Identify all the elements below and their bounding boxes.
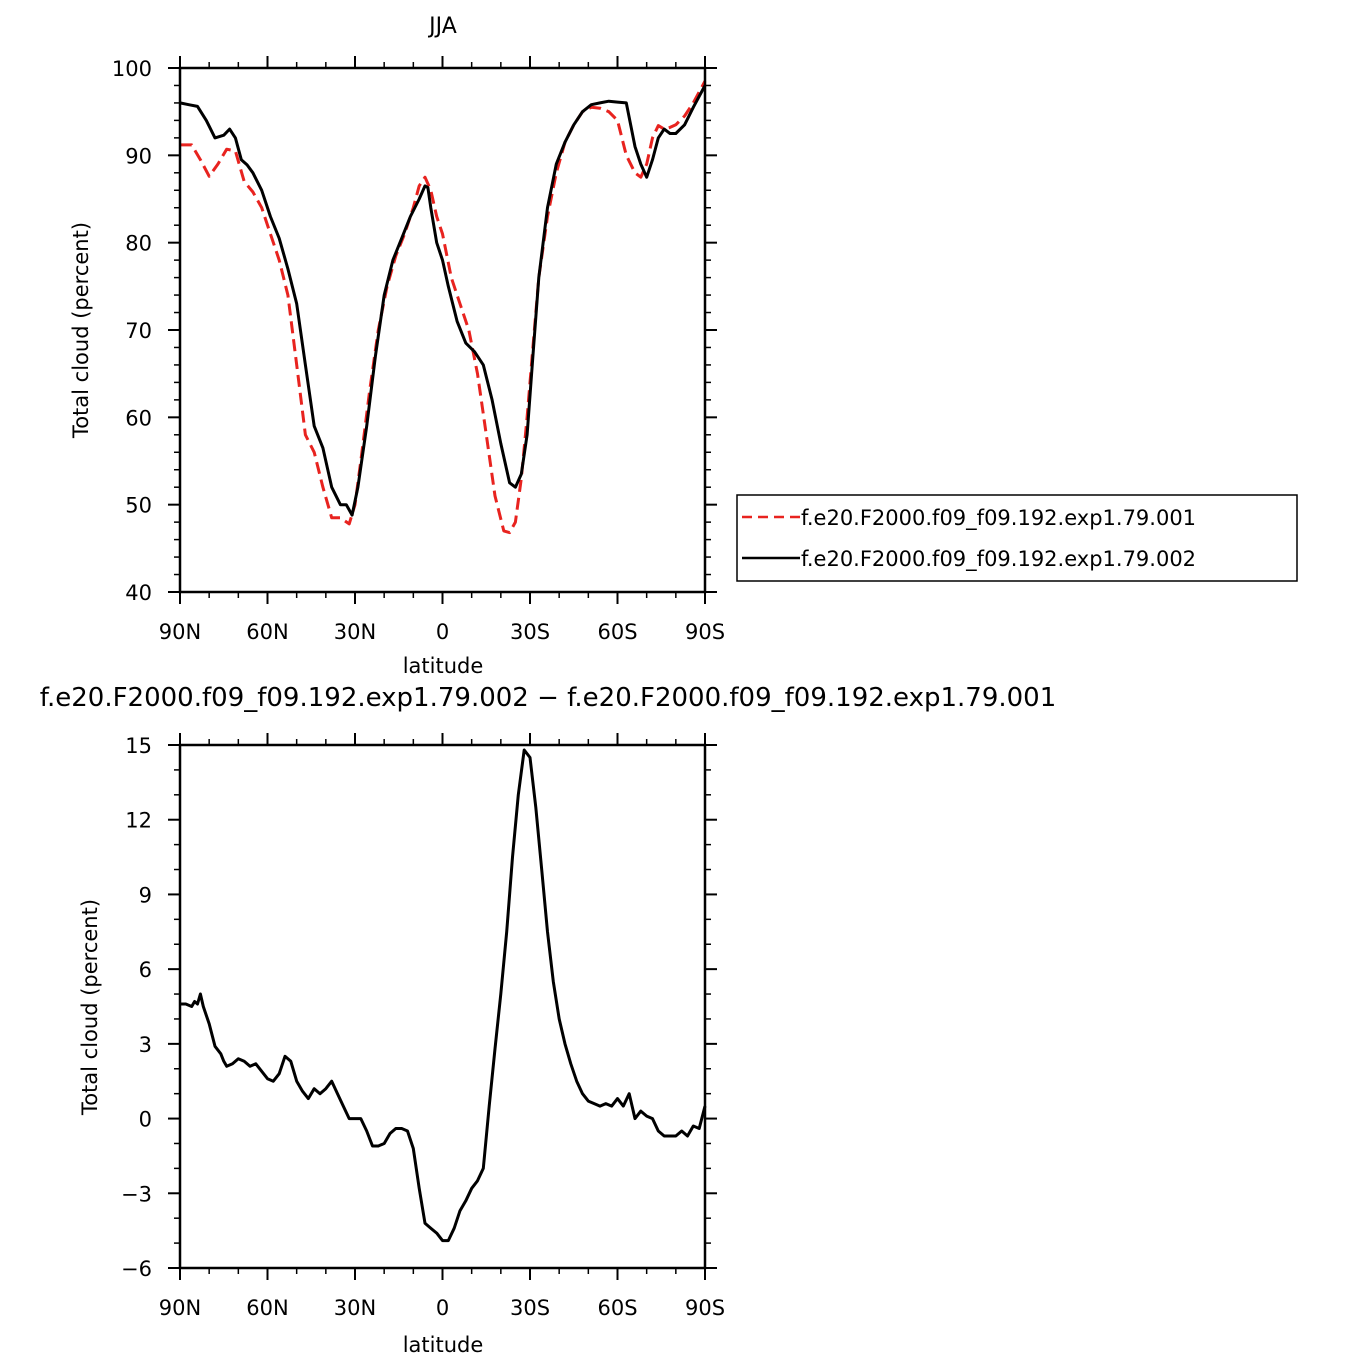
bottom-series-line-1 [180,748,707,1243]
legend-label-series-1: f.e20.F2000.f09_f09.192.exp1.79.001 [801,506,1196,531]
bottom-plot-frame [178,743,707,1270]
top-x-tick-label: 90S [685,620,725,644]
bottom-x-tick-label: 30S [510,1296,550,1320]
bottom-x-tick-label: 60S [597,1296,637,1320]
top-x-tick-label: 30N [334,620,376,644]
top-series-line-2 [179,84,707,517]
top-y-tick-label: 60 [125,406,152,430]
bottom-x-tick-label: 30N [334,1296,376,1320]
top-y-tick-label: 50 [125,494,152,518]
bottom-y-tick-label: −6 [121,1257,152,1281]
top-y-tick-label: 90 [125,144,152,168]
bottom-y-tick-label: 9 [139,883,152,907]
bottom-chart-title: f.e20.F2000.f09_f09.192.exp1.79.002 − f.… [40,683,1057,713]
bottom-y-tick-label: −3 [121,1182,152,1206]
bottom-y-tick-label: 3 [139,1033,152,1057]
top-chart-title: JJA [427,14,457,39]
top-series-line-1 [180,80,707,535]
top-plot-frame [178,66,707,594]
bottom-y-tick-label: 0 [139,1108,152,1132]
bottom-y-tick-label: 12 [125,809,152,833]
bottom-y-axis-label: Total cloud (percent) [78,899,102,1116]
bottom-x-tick-label: 0 [436,1296,449,1320]
top-panel: JJA 90N 60N 30N 0 30S 60S 90S 40 50 60 70 80 90 100 l… [69,14,725,678]
top-x-tick-label: 30S [510,620,550,644]
bottom-panel: f.e20.F2000.f09_f09.192.exp1.79.002 − f.… [40,683,1057,1357]
top-y-axis-label: Total cloud (percent) [69,222,93,439]
top-x-tick-label: 90N [159,620,201,644]
top-y-tick-label: 100 [112,57,152,81]
bottom-x-axis-label: latitude [403,1333,484,1357]
legend-label-series-2: f.e20.F2000.f09_f09.192.exp1.79.002 [801,547,1196,572]
bottom-x-tick-label: 90N [159,1296,201,1320]
top-y-tick-label: 70 [125,319,152,343]
top-x-tick-label: 0 [436,620,449,644]
top-y-tick-label: 80 [125,232,152,256]
top-x-tick-label: 60N [246,620,288,644]
legend-box [736,494,1298,582]
legend: f.e20.F2000.f09_f09.192.exp1.79.001 f.e2… [736,494,1298,582]
bottom-x-tick-label: 60N [246,1296,288,1320]
bottom-y-tick-label: 6 [139,958,152,982]
top-x-axis-label: latitude [403,654,484,678]
top-y-tick-label: 40 [125,581,152,605]
bottom-y-tick-label: 15 [125,734,152,758]
top-x-tick-label: 60S [597,620,637,644]
bottom-x-tick-label: 90S [685,1296,725,1320]
